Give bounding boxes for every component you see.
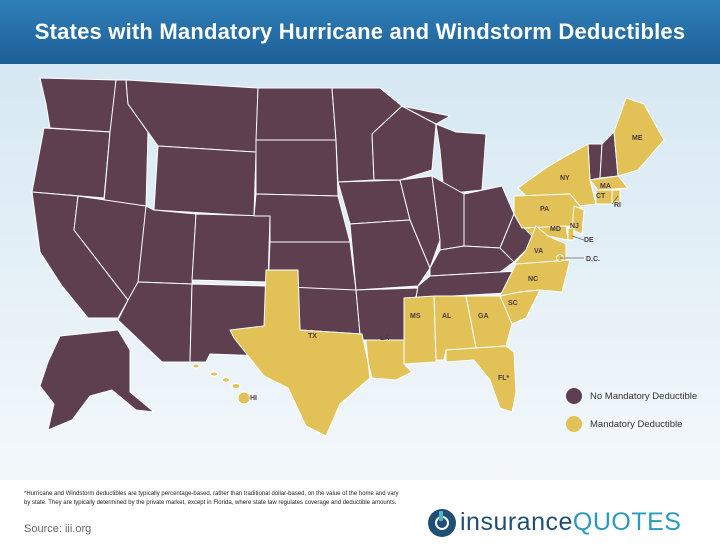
label-SC: SC [508, 300, 518, 307]
logo-icon [428, 508, 456, 537]
us-map: ME NY MA CT RI PA NJ MD DE D.C. VA NC SC… [31, 77, 665, 437]
label-TX: TX [308, 333, 317, 340]
state-MS [403, 295, 437, 365]
leader-lines [560, 195, 619, 259]
state-DE [567, 227, 575, 241]
logo-text-insurance: insurance [460, 508, 573, 536]
label-ME: ME [632, 135, 643, 142]
label-RI: RI [614, 202, 621, 209]
state-IL [399, 175, 441, 269]
logo-text-quotes: QUOTES [572, 508, 682, 536]
label-HI: HI [250, 395, 257, 402]
source-credit: Source: iii.org [24, 523, 92, 535]
footer: *Hurricane and Windstorm deductibles are… [0, 480, 720, 546]
insurancequotes-logo: insurance QUOTES [428, 508, 681, 537]
map-area: ME NY MA CT RI PA NJ MD DE D.C. VA NC SC… [0, 64, 720, 480]
state-NJ [571, 205, 585, 235]
label-VA: VA [534, 248, 543, 255]
state-OR [31, 127, 111, 199]
title-banner: States with Mandatory Hurricane and Wind… [0, 0, 720, 64]
state-AK [39, 329, 155, 431]
state-MA [589, 175, 629, 191]
state-RI [611, 189, 621, 203]
legend-swatch-no-mandatory [566, 388, 582, 404]
label-MS: MS [410, 313, 421, 320]
label-PA: PA [540, 206, 549, 213]
legend-label-no-mandatory: No Mandatory Deductible [590, 390, 698, 402]
label-MD: MD [550, 226, 561, 233]
label-DC: D.C. [586, 256, 600, 263]
state-UT [137, 205, 197, 285]
label-NC: NC [528, 276, 538, 283]
label-CT: CT [596, 193, 606, 200]
state-SD [255, 139, 339, 197]
legend-swatch-mandatory [566, 416, 582, 432]
state-TX [229, 269, 371, 437]
state-VA [513, 225, 567, 265]
state-ND [255, 87, 337, 141]
state-CO [191, 213, 271, 283]
map-legend: No Mandatory Deductible Mandatory Deduct… [566, 382, 697, 438]
label-DE: DE [584, 237, 594, 244]
label-NJ: NJ [570, 223, 579, 230]
label-AL: AL [442, 313, 452, 320]
state-IA [337, 179, 411, 225]
legend-label-mandatory: Mandatory Deductible [590, 418, 683, 430]
footnote: *Hurricane and Windstorm deductibles are… [24, 491, 399, 506]
label-MA: MA [600, 183, 611, 190]
label-GA: GA [478, 313, 489, 320]
state-labels: ME NY MA CT RI PA NJ MD DE D.C. VA NC SC… [250, 135, 643, 402]
legend-item-mandatory: Mandatory Deductible [566, 410, 697, 438]
label-NY: NY [560, 175, 570, 182]
page-title: States with Mandatory Hurricane and Wind… [34, 19, 686, 44]
state-WA [39, 77, 117, 133]
state-MO [349, 219, 431, 291]
state-FL [445, 345, 517, 413]
state-WY [153, 145, 257, 217]
state-HI [192, 363, 251, 405]
label-FL: FL* [498, 375, 510, 382]
label-LA: LA [380, 335, 389, 342]
legend-item-no-mandatory: No Mandatory Deductible [566, 382, 697, 410]
